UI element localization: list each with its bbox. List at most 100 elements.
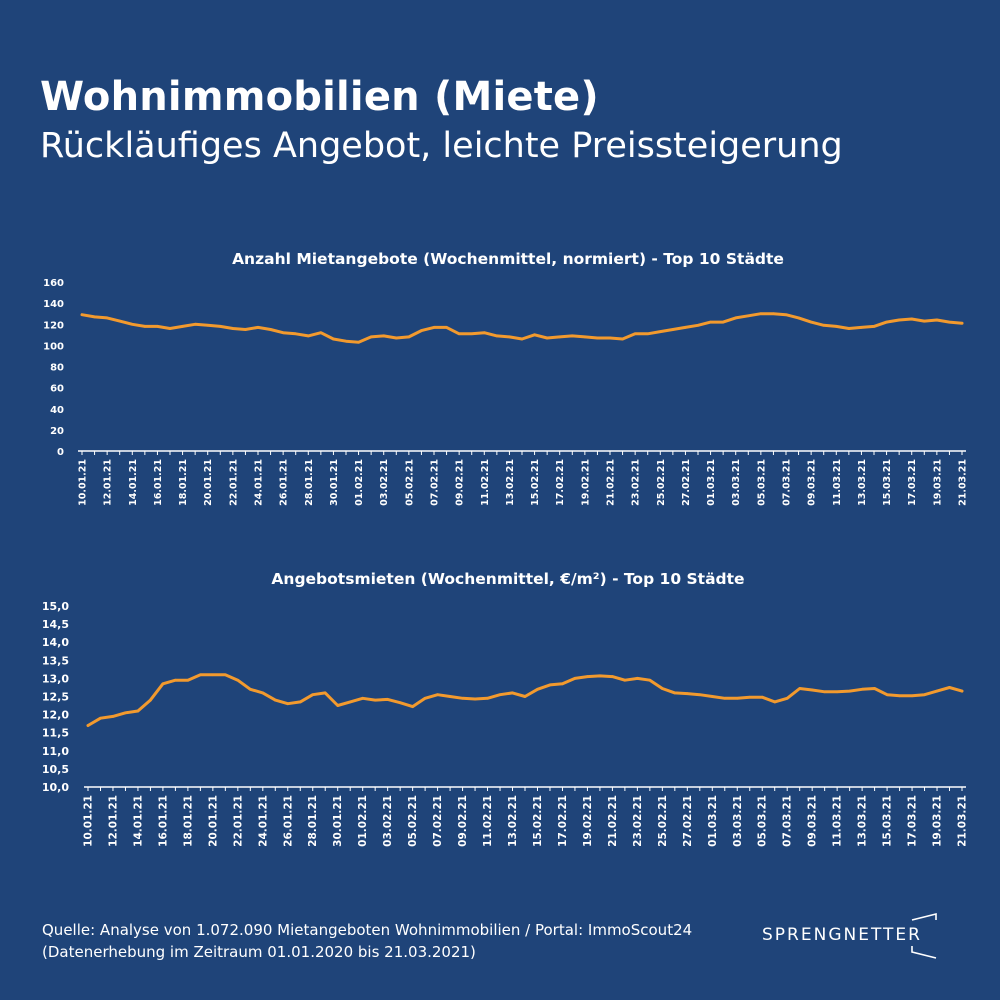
rents-data-point	[373, 698, 377, 702]
offers-data-point	[394, 336, 398, 340]
chart-rents: 10,0 10,5 11,0 11,5 12,0 12,5 13,0 13,5 14,0 14,5…	[42, 600, 969, 847]
rents-data-point	[648, 678, 652, 682]
offers-data-point	[495, 334, 499, 338]
offers-data-point	[948, 320, 951, 324]
rents-data-point	[923, 693, 926, 696]
rents-data-point	[498, 693, 502, 696]
rents-data-point	[398, 701, 402, 704]
page-title: Wohnimmobilien (Miete)	[40, 74, 599, 120]
rents-data-point	[236, 678, 240, 682]
offers-x-tick-label: 09.03.21	[807, 459, 818, 506]
rents-data-point	[199, 673, 202, 677]
rents-y-tick-label: 11,0	[42, 745, 69, 758]
offers-y-tick-label: 60	[50, 384, 64, 395]
rents-data-point	[423, 697, 427, 700]
rents-x-tick-label: 24.01.21	[257, 795, 269, 847]
rents-data-point	[636, 677, 639, 680]
offers-data-point	[382, 334, 386, 338]
offers-data-point	[118, 319, 122, 323]
offers-data-point	[897, 318, 901, 322]
rents-x-tick-label: 13.03.21	[857, 795, 869, 847]
rents-y-tick-label: 11,5	[42, 727, 69, 740]
rents-x-tick-label: 14.01.21	[132, 795, 144, 847]
offers-data-point	[93, 315, 96, 319]
rents-x-tick-label: 20.01.21	[207, 795, 219, 847]
offers-x-tick-label: 25.02.21	[656, 459, 667, 506]
sprengnetter-logo: SPRENGNETTER	[762, 912, 937, 959]
offers-x-tick-label: 15.02.21	[530, 459, 541, 506]
offers-x-tick-label: 09.02.21	[455, 459, 466, 506]
rents-data-point	[523, 695, 527, 698]
offers-data-point	[332, 337, 335, 341]
rents-x-tick-label: 21.03.21	[957, 795, 969, 847]
rents-series-line	[86, 673, 964, 727]
rents-data-point	[885, 693, 889, 696]
offers-y-tick-label: 80	[50, 363, 64, 374]
rents-data-point	[486, 697, 489, 700]
offers-data-point	[784, 313, 788, 317]
offers-y-tick-label: 100	[43, 341, 64, 352]
rents-x-tick-label: 23.02.21	[632, 795, 644, 847]
offers-x-tick-label: 16.01.21	[153, 459, 164, 506]
rents-y-tick-label: 14,5	[42, 618, 69, 631]
offers-x-tick-label: 13.03.21	[857, 459, 868, 506]
offers-data-point	[256, 326, 260, 329]
offers-x-tick-label: 03.03.21	[731, 459, 742, 506]
offers-data-point	[583, 335, 587, 339]
offers-x-tick-label: 24.01.21	[254, 459, 265, 506]
rents-data-point	[548, 683, 552, 687]
rents-data-point	[561, 682, 564, 686]
rents-data-point	[348, 700, 352, 704]
offers-data-point	[570, 334, 574, 338]
chart-title-rents: Angebotsmieten (Wochenmittel, €/m²) - To…	[271, 570, 745, 588]
logo-bracket-bottom	[911, 946, 937, 959]
offers-x-tick-label: 01.03.21	[706, 459, 717, 506]
offers-data-point	[910, 317, 914, 321]
rents-data-point	[136, 709, 140, 713]
rents-data-point	[785, 697, 789, 700]
offers-data-point	[80, 313, 84, 317]
rents-x-tick-label: 21.02.21	[607, 795, 619, 847]
rents-data-point	[710, 695, 714, 698]
rents-x-tick-label: 13.02.21	[507, 795, 519, 847]
offers-data-point	[218, 325, 222, 328]
rents-data-point	[336, 704, 340, 707]
offers-data-point	[508, 335, 511, 339]
page-subtitle: Rückläufiges Angebot, leichte Preissteig…	[40, 126, 843, 166]
offers-data-point	[344, 339, 348, 343]
rents-data-point	[536, 687, 539, 691]
offers-data-point	[721, 320, 725, 324]
rents-data-point	[848, 689, 851, 693]
offers-data-point	[696, 324, 700, 327]
offers-x-tick-label: 23.02.21	[631, 459, 642, 506]
offers-data-point	[130, 322, 134, 326]
offers-x-tick-label: 22.01.21	[228, 459, 239, 506]
rents-x-tick-label: 01.03.21	[707, 795, 719, 847]
rents-x-tick-label: 17.02.21	[557, 795, 569, 847]
offers-data-point	[357, 340, 360, 344]
rents-data-point	[99, 716, 102, 720]
rents-x-tick-label: 26.01.21	[282, 795, 294, 847]
offers-data-point	[608, 336, 612, 340]
offers-x-tick-label: 15.03.21	[882, 459, 893, 506]
rents-x-tick-label: 18.01.21	[182, 795, 194, 847]
offers-data-point	[960, 321, 964, 325]
rents-y-tick-label: 10,0	[42, 781, 69, 794]
offers-data-point	[281, 331, 285, 334]
offers-data-point	[885, 320, 888, 324]
rents-data-point	[623, 678, 627, 682]
rents-x-tick-label: 19.02.21	[582, 795, 594, 847]
rents-data-point	[910, 694, 914, 698]
rents-data-point	[723, 697, 727, 700]
offers-data-point	[533, 333, 536, 337]
rents-data-point	[186, 678, 190, 682]
rents-data-point	[411, 705, 414, 708]
offers-data-point	[432, 326, 436, 329]
offers-x-tick-label: 11.02.21	[480, 459, 491, 506]
rents-data-point	[760, 695, 764, 699]
rents-data-point	[386, 698, 389, 701]
rents-data-point	[298, 700, 302, 704]
offers-data-point	[809, 320, 813, 324]
rents-x-tick-label: 15.03.21	[882, 795, 894, 847]
rents-data-point	[511, 691, 514, 695]
